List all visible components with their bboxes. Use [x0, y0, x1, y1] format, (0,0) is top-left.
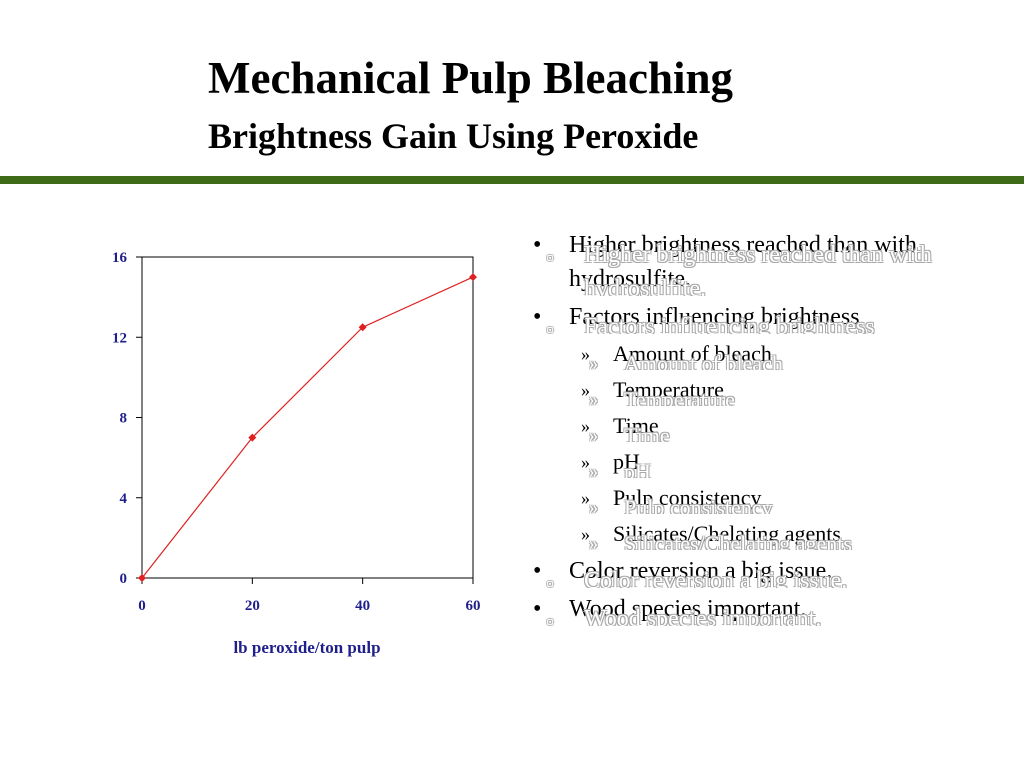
chart-marks — [136, 256, 477, 584]
raquo-marker-icon: » — [581, 452, 590, 472]
x-tick-label: 60 — [466, 598, 481, 614]
raquo-marker-icon: » — [581, 416, 590, 436]
bullet-text: Amount of bleach — [613, 341, 772, 366]
title-divider — [0, 176, 1024, 184]
text-echo-decoration: » Time — [589, 423, 670, 442]
sub-bullet: » Temperature» Temperature — [533, 374, 1013, 406]
bullet-marker-icon: • — [533, 596, 542, 622]
bullet-item: ○ Factors influencing brightness • Factors … — [533, 300, 1013, 334]
text-echo-decoration: » Pulp consistency — [589, 495, 773, 514]
x-tick-label: 20 — [245, 598, 260, 614]
bullet-text: Temperature — [613, 377, 724, 402]
raquo-marker-icon: » — [581, 488, 590, 508]
y-tick-label: 0 — [120, 571, 128, 587]
x-tick-label: 0 — [138, 598, 146, 614]
bullet-item: ○ Wood species important. • Wood species im… — [533, 592, 1013, 626]
y-tick-label: 16 — [112, 250, 128, 266]
y-tick-label: 12 — [112, 330, 127, 346]
text-echo-decoration: » pH — [589, 459, 651, 478]
x-tick-label: 40 — [355, 598, 370, 614]
bullet-text: Wood species important. — [569, 596, 807, 622]
data-point — [138, 574, 146, 582]
data-point — [248, 433, 257, 442]
bullet-text: Higher brightness reached than with hydr… — [569, 232, 917, 292]
slide-title: Mechanical Pulp Bleaching — [208, 53, 734, 103]
data-point — [469, 273, 477, 282]
plot-area-frame — [141, 256, 474, 579]
bullet-text: Color reversion a big issue. — [569, 558, 833, 584]
bullet-marker-icon: • — [533, 558, 542, 584]
raquo-marker-icon: » — [581, 344, 590, 364]
y-tick-label: 8 — [120, 411, 128, 427]
text-echo-decoration: » Amount of bleach — [589, 351, 783, 370]
bullet-text: Pulp consistency — [613, 485, 762, 510]
sub-bullet: » Silicates/Chelating agents» Silicates/Ch… — [533, 518, 1013, 550]
data-point — [358, 323, 367, 332]
sub-bullet: » Pulp consistency» Pulp consistency — [533, 482, 1013, 514]
raquo-marker-icon: » — [581, 524, 590, 544]
sub-bullet: » Time» Time — [533, 410, 1013, 442]
text-echo-decoration: » Temperature — [589, 387, 735, 406]
brightness-chart: 0 4 8 12 16 0 20 40 60 Brightness lb peroxide/to… — [76, 250, 481, 657]
chart-tick-labels: 0 4 8 12 16 0 20 40 60 — [112, 250, 481, 614]
bullet-marker-icon: • — [533, 232, 542, 258]
series-line — [141, 276, 474, 579]
y-tick-label: 4 — [120, 491, 128, 507]
bullet-marker-icon: • — [533, 304, 542, 330]
slide-subtitle: Brightness Gain Using Peroxide — [208, 116, 699, 156]
raquo-marker-icon: » — [581, 380, 590, 400]
bullet-list: ○ Higher brightness reached than with hyd… — [533, 228, 1013, 630]
bullet-text: pH — [613, 449, 640, 474]
bullet-text: Factors influencing brightness — [569, 304, 860, 330]
bullet-text: Time — [613, 413, 659, 438]
y-axis-label: Brightness — [76, 383, 92, 452]
bullet-text: Silicates/Chelating agents — [613, 521, 841, 546]
bullet-item: ○ Higher brightness reached than with hyd… — [533, 228, 1013, 296]
sub-bullet: » pH» pH — [533, 446, 1013, 478]
x-axis-label: lb peroxide/ton pulp — [233, 638, 380, 657]
bullet-item: ○ Color reversion a big issue. • Color reve… — [533, 554, 1013, 588]
sub-bullet: » Amount of bleach» Amount of bleach — [533, 338, 1013, 370]
